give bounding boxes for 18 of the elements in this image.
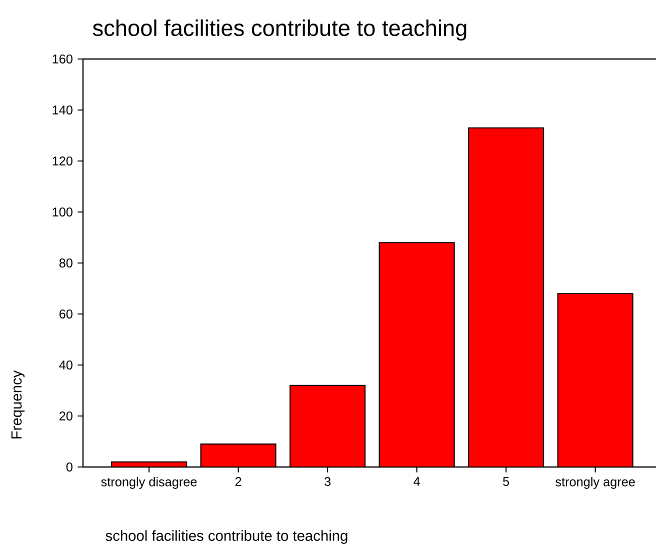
y-tick-label: 140 (52, 106, 72, 114)
y-tick-label: 80 (59, 258, 72, 268)
chart-title: school facilities contribute to teaching (92, 19, 466, 41)
x-tick-label: 2 (235, 477, 242, 486)
y-axis-title: Frequency (11, 370, 25, 438)
y-tick-label: 40 (59, 360, 72, 370)
x-tick-label: 4 (414, 477, 420, 486)
x-tick-label: 5 (503, 477, 510, 486)
x-tick-label: strongly disagree (101, 477, 197, 489)
y-tick-label: 60 (60, 310, 72, 318)
y-tick-label: 0 (66, 462, 72, 472)
x-tick-label: 3 (324, 477, 331, 486)
y-tick-label: 20 (59, 412, 72, 420)
y-tick-label: 100 (52, 208, 72, 216)
y-tick-label: 120 (52, 156, 72, 166)
y-tick-label: 160 (52, 54, 72, 64)
x-tick-label: strongly agree (556, 477, 635, 489)
x-axis-title: school facilities contribute to teaching (106, 530, 348, 544)
